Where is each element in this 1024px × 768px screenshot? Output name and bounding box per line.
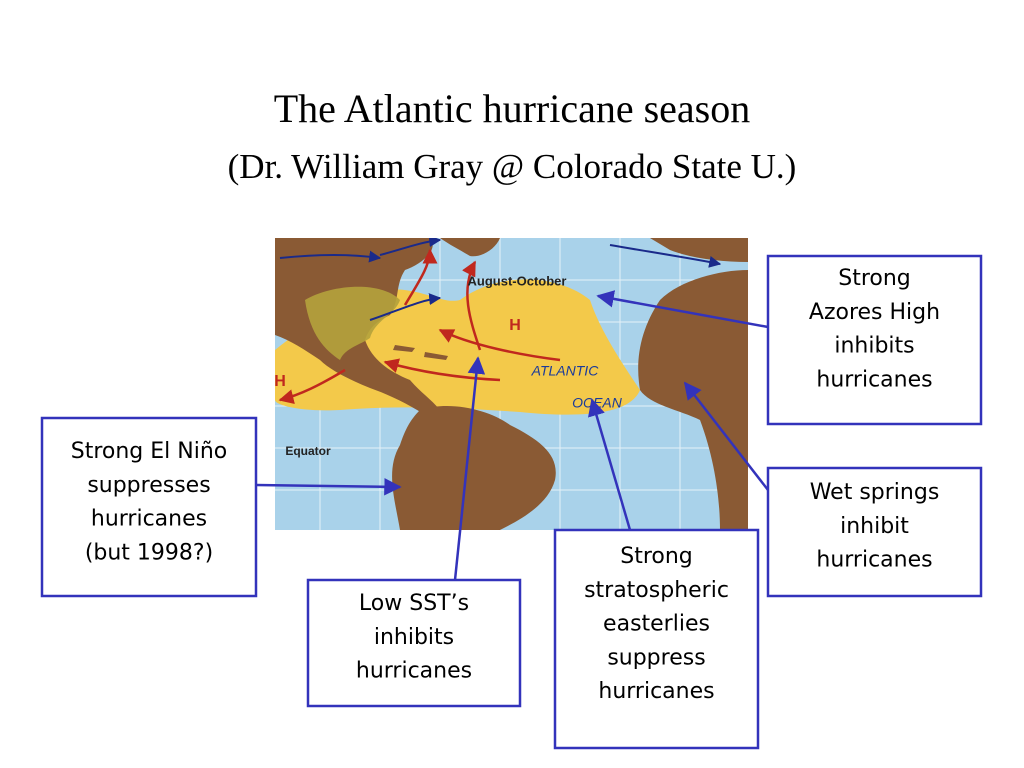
callout: Strong Azores High inhibits hurricanes [766,254,983,426]
callout-box [553,528,760,750]
callout-arrows [255,290,769,581]
callout-text: Strong [620,544,693,569]
map-label: August-October [468,273,567,288]
callout-text: hurricanes [356,659,472,684]
callout-text: hurricanes [816,367,932,392]
callout-box [40,416,258,598]
callout-text: hurricanes [598,679,714,704]
map: August-October H H ATLANTIC OCEAN Equato… [274,238,748,530]
callout: Strong El Niño suppresses hurricanes (but 1… [40,416,258,598]
callout-text: Strong [838,266,911,291]
callout-text: suppress [607,645,705,670]
map-label: Equator [285,444,331,458]
callout-text: hurricanes [816,548,932,573]
callout: Low SST’s inhibits hurricanes [306,578,522,708]
callout-text: Wet springs [810,480,940,505]
callout: Wet springs inhibit hurricanes [766,466,983,598]
map-label: OCEAN [572,395,623,411]
callout-text: suppresses [87,473,210,498]
subtitle: (Dr. William Gray @ Colorado State U.) [228,147,797,186]
callout-text: (but 1998?) [85,540,213,565]
callout-text: inhibits [834,334,914,359]
callout-text: inhibit [840,514,909,539]
title: The Atlantic hurricane season [274,86,750,131]
callout-text: Strong El Niño [71,439,228,464]
callout-text: stratospheric [584,578,729,603]
map-label: H [274,373,286,390]
callout-text: hurricanes [91,507,207,532]
callout-box [766,254,983,426]
callout-text: Azores High [809,300,940,325]
callout: Strong stratospheric easterlies suppress hur… [553,528,760,750]
map-label: ATLANTIC [531,363,600,379]
callout-text: Low SST’s [359,591,469,616]
callout-text: easterlies [603,612,710,637]
callout-text: inhibits [374,625,454,650]
map-label: H [509,317,521,334]
callout-box [306,578,522,708]
callout-box [766,466,983,598]
